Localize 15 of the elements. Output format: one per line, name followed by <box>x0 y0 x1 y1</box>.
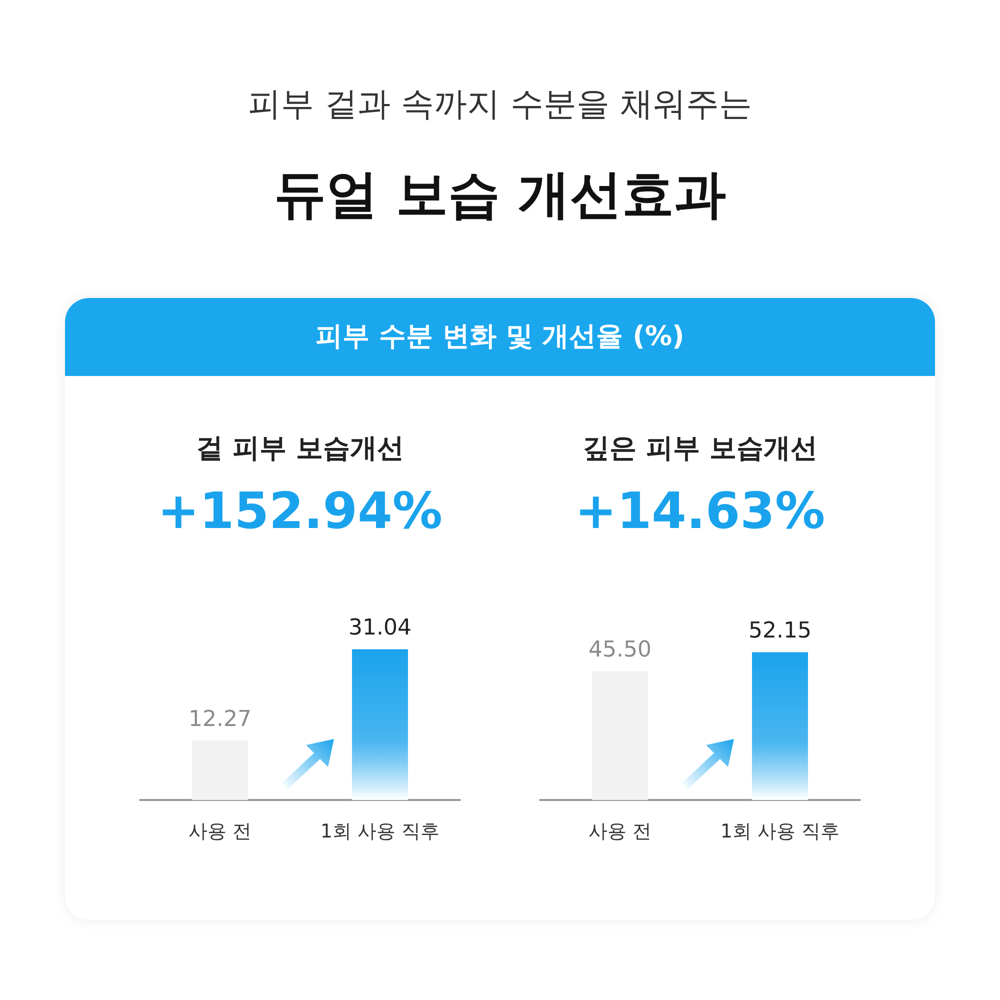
chart-subtitle: +14.63% <box>574 482 826 540</box>
x-tick-label: 1회 사용 직후 <box>320 820 440 842</box>
text: 피부 겉과 속까지 수분을 채워주는 <box>247 83 753 125</box>
text: 피부 수분 변화 및 개선율 (%) <box>65 298 935 376</box>
x-tick-label: 사용 전 <box>588 820 652 842</box>
data-label: 31.04 <box>348 616 412 641</box>
data-label: 52.15 <box>748 618 812 644</box>
text: 듀얼 보습 개선효과 <box>272 164 728 227</box>
x-tick-label: 1회 사용 직후 <box>720 820 840 842</box>
data-label: 12.27 <box>188 706 252 732</box>
data-label: 45.50 <box>588 638 652 663</box>
x-tick-label: 사용 전 <box>188 820 252 842</box>
chart-subtitle: +152.94% <box>156 482 444 540</box>
chart-title: 깊은 피부 보습개선 <box>582 432 818 466</box>
chart-title: 겉 피부 보습개선 <box>195 432 405 466</box>
